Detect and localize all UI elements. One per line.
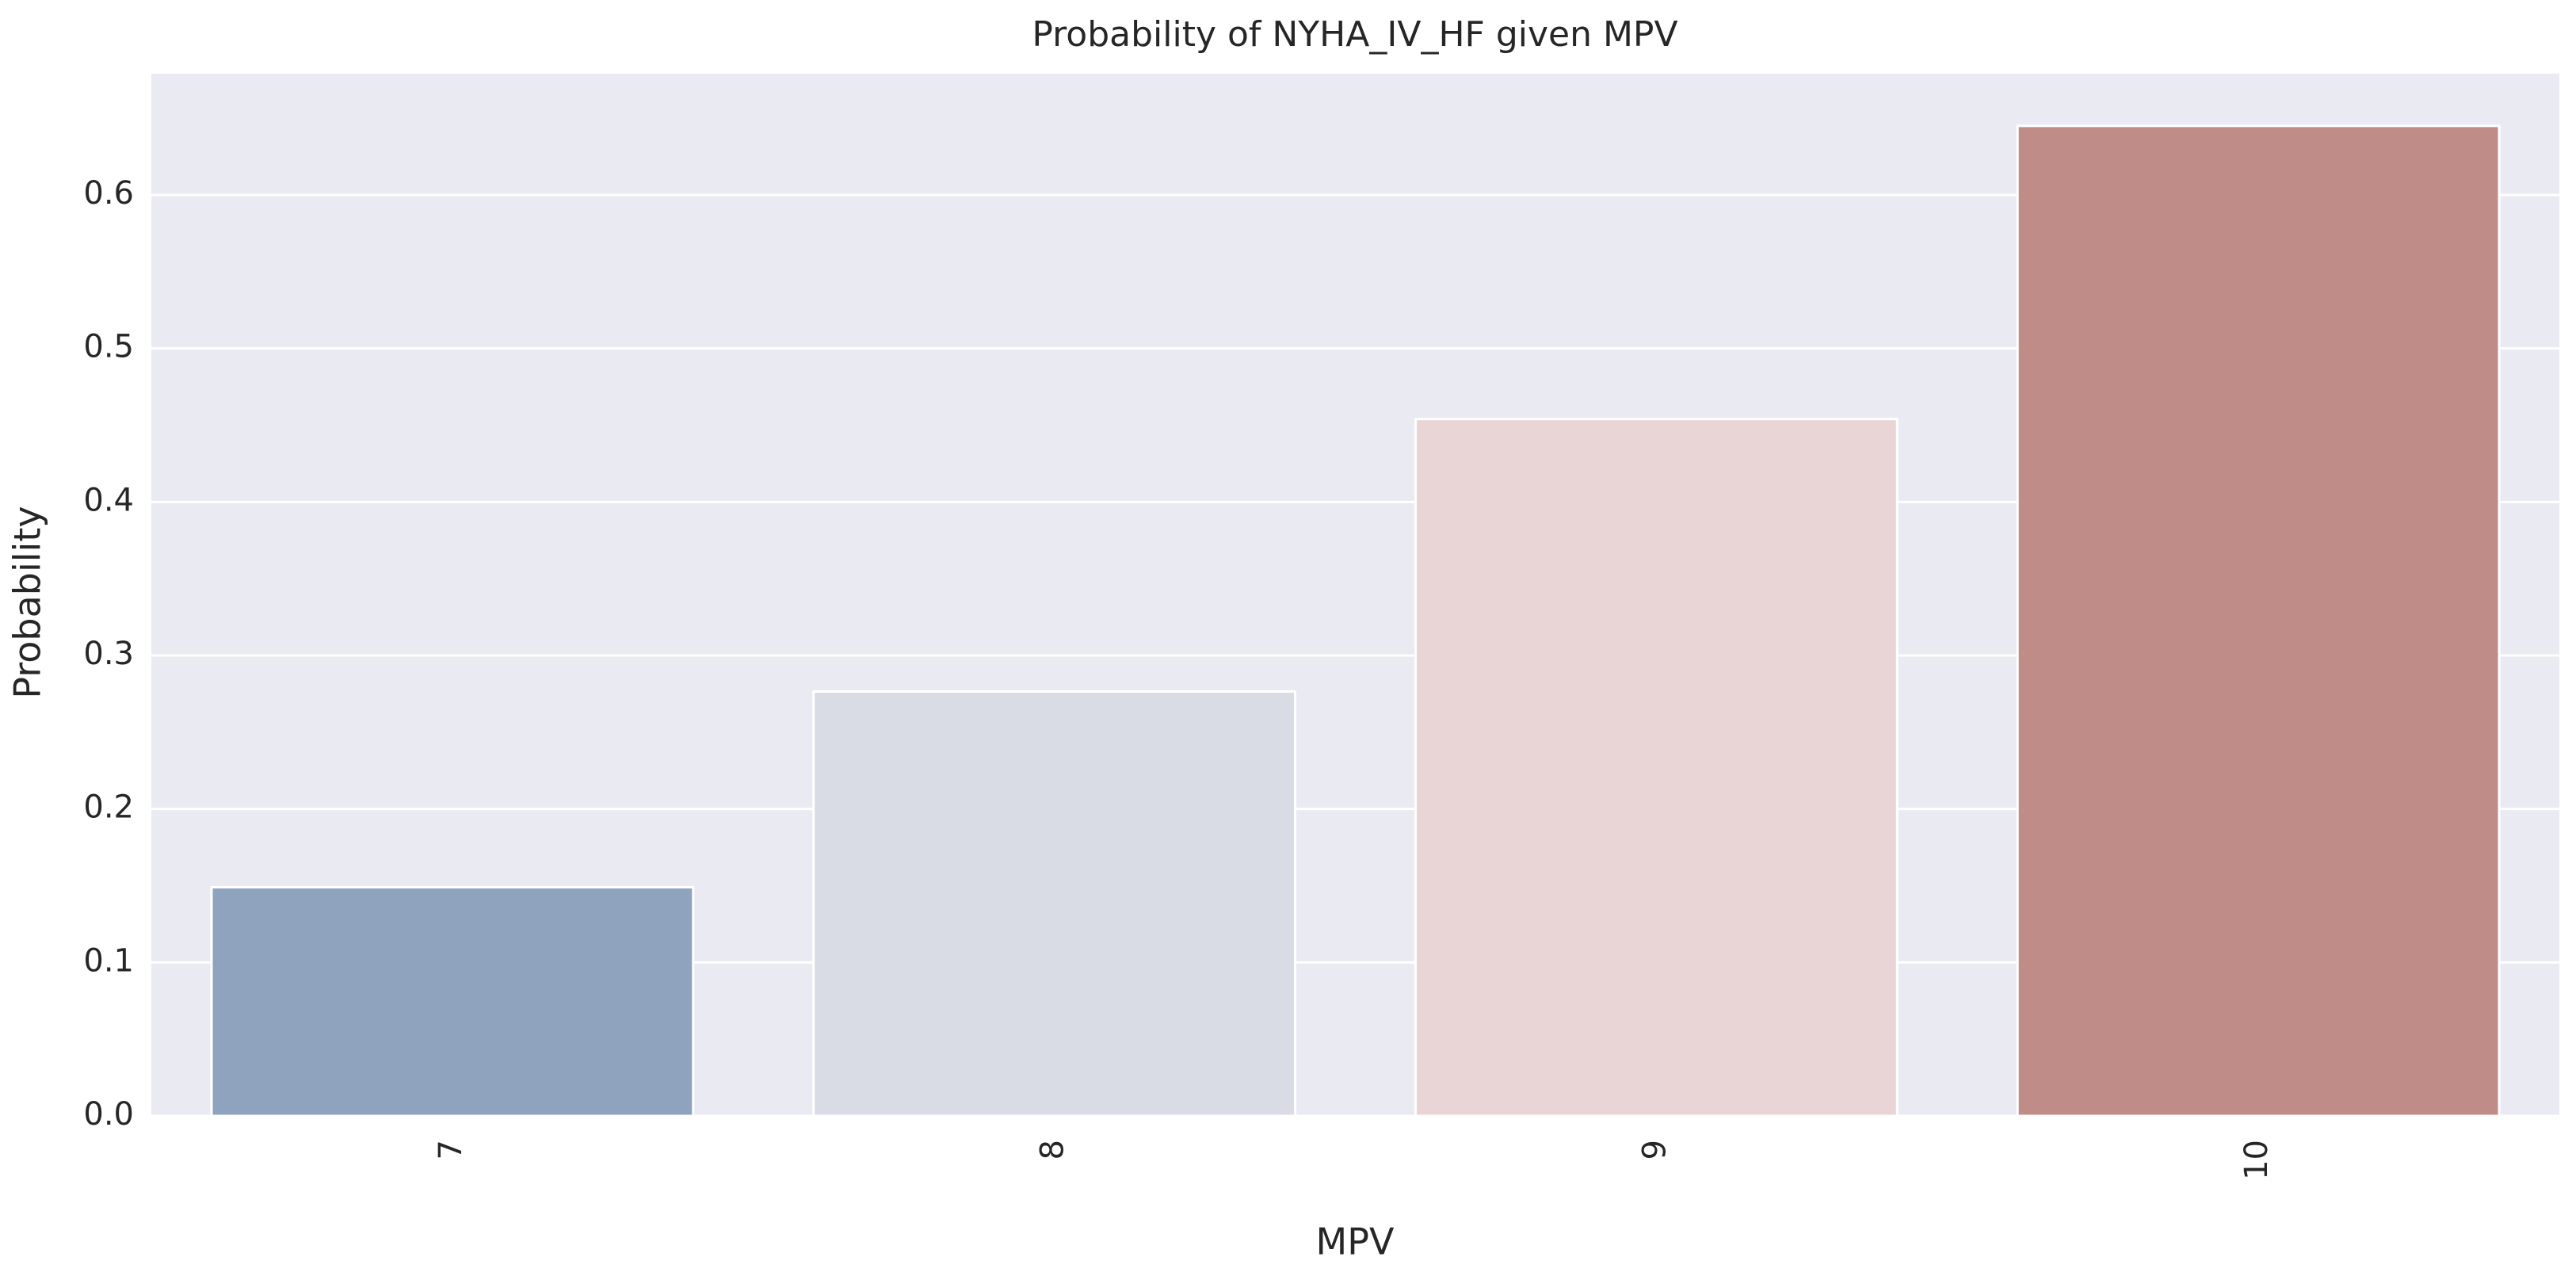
y-tick-label: 0.5 [83,329,134,365]
x-tick-label: 7 [433,1140,469,1160]
y-tick-label: 0.6 [83,175,134,212]
bar [210,885,695,1118]
bar [2016,124,2501,1118]
x-tick-label: 10 [2238,1140,2275,1180]
y-axis-label: Probability [6,506,49,698]
y-tick-label: 0.3 [83,636,134,672]
bar [1414,418,1899,1118]
y-tick-label: 0.4 [83,482,134,518]
x-axis-label: MPV [1316,1221,1395,1263]
chart-title: Probability of NYHA_IV_HF given MPV [1032,14,1677,55]
y-tick-label: 0.0 [83,1096,134,1133]
bar [812,690,1297,1118]
y-tick-label: 0.2 [83,789,134,826]
y-tick-label: 0.1 [83,942,134,979]
x-tick-label: 8 [1035,1140,1071,1160]
x-tick-label: 9 [1636,1140,1673,1160]
